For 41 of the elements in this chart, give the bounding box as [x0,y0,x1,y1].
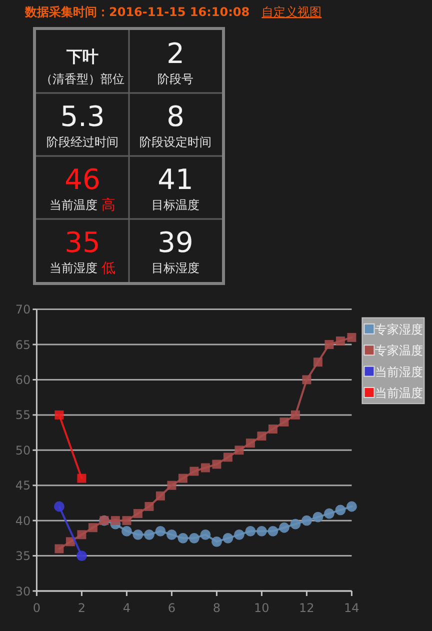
label: 阶段经过时间 [46,135,118,149]
ytick: 50 [15,443,31,458]
label: 当前湿度 [50,261,98,275]
ytick: 35 [15,549,31,564]
label: 当前温度 [50,198,98,212]
xtick: 10 [254,601,270,615]
annotation: 低 [102,260,116,276]
xtick: 4 [122,601,131,615]
value: 46 [64,163,100,196]
xtick: 6 [168,601,176,615]
label: 阶段号 [158,72,194,86]
xtick: 8 [212,601,221,615]
xtick: 14 [344,601,360,615]
value: 下叶 [66,47,98,66]
ytick: 60 [15,373,31,388]
value: 39 [158,226,194,259]
ytick: 55 [15,408,31,422]
xtick: 2 [78,601,86,615]
label: 目标温度 [152,198,200,212]
value: 5.3 [60,100,105,133]
value: 35 [64,226,100,259]
label: 目标湿度 [152,261,200,275]
legend-label: 当前温度 [375,386,424,400]
ytick: 70 [15,302,31,317]
ytick: 65 [15,338,31,352]
label: 阶段设定时间 [140,135,212,149]
label: （清香型）部位 [40,72,124,86]
xtick: 0 [32,601,41,615]
legend-label: 当前湿度 [375,364,424,379]
ytick: 45 [15,478,31,493]
value: 2 [166,37,184,70]
ytick: 30 [15,584,31,598]
title: 数据采集时间：2016-11-15 16:10:08 [25,5,250,19]
value: 41 [158,163,194,196]
annotation: 自定义视图 [262,5,322,19]
legend-label: 专家温度 [375,344,424,358]
legend-label: 专家湿度 [375,322,424,336]
ytick: 40 [15,514,31,528]
xtick: 12 [299,601,314,615]
value: 8 [166,100,184,133]
annotation: 高 [102,198,116,214]
